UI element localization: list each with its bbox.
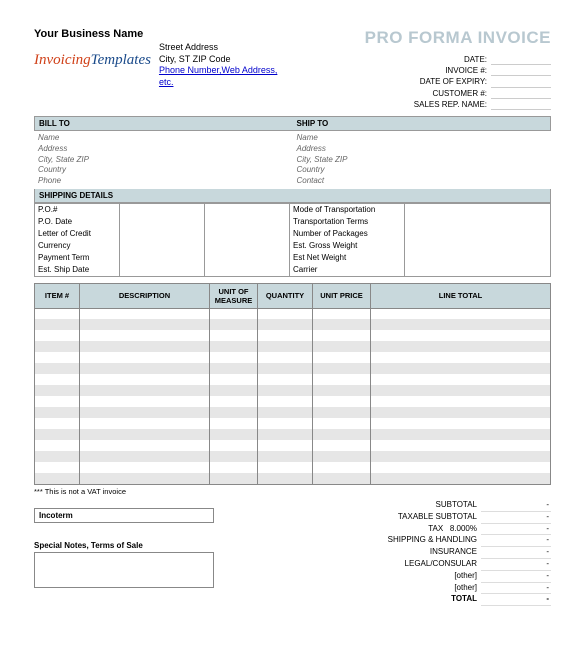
ship-to-name: Name (297, 133, 548, 144)
ship-to-country: Country (297, 165, 548, 176)
ship-po: P.O.# (35, 204, 119, 216)
ship-mode: Mode of Transportation (290, 204, 404, 216)
col-total: LINE TOTAL (371, 283, 551, 308)
header-right: PRO FORMA INVOICE DATE: INVOICE #: DATE … (293, 28, 552, 110)
meta-expiry: DATE OF EXPIRY: (293, 76, 552, 87)
business-name: Your Business Name (34, 28, 293, 40)
items-table: ITEM # DESCRIPTION UNIT OF MEASURE QUANT… (34, 283, 551, 485)
table-row (35, 407, 551, 418)
col-qty: QUANTITY (258, 283, 313, 308)
table-row (35, 319, 551, 330)
table-row (35, 352, 551, 363)
items-header-row: ITEM # DESCRIPTION UNIT OF MEASURE QUANT… (35, 283, 551, 308)
totals-insurance: INSURANCE- (311, 547, 551, 559)
ship-to-block: Name Address City, State ZIP Country Con… (293, 131, 552, 189)
meta-invoice-no: INVOICE #: (293, 65, 552, 76)
bill-to-city: City, State ZIP (38, 155, 289, 166)
contact-link[interactable]: Phone Number,Web Address, etc. (159, 65, 293, 88)
bill-to-heading: BILL TO (34, 116, 293, 131)
totals-other2: [other]- (311, 583, 551, 595)
ship-po-date: P.O. Date (35, 216, 119, 228)
table-row (35, 440, 551, 451)
totals-subtotal: SUBTOTAL- (311, 500, 551, 512)
ship-col-values-3 (405, 204, 550, 276)
table-row (35, 385, 551, 396)
ship-to-heading: SHIP TO (293, 116, 552, 131)
ship-terms: Transportation Terms (290, 216, 404, 228)
totals-block: SUBTOTAL- TAXABLE SUBTOTAL- TAX 8.000%- … (311, 500, 551, 606)
bill-to-country: Country (38, 165, 289, 176)
header-left: Your Business Name InvoicingTemplates St… (34, 28, 293, 110)
bill-to-address: Address (38, 144, 289, 155)
totals-other1: [other]- (311, 571, 551, 583)
ship-gross: Est. Gross Weight (290, 240, 404, 252)
totals-taxable: TAXABLE SUBTOTAL- (311, 512, 551, 524)
meta-sales-rep: SALES REP. NAME: (293, 99, 552, 110)
footer-left: Incoterm Special Notes, Terms of Sale (34, 500, 311, 606)
bill-to-col: BILL TO Name Address City, State ZIP Cou… (34, 116, 293, 189)
table-row (35, 363, 551, 374)
ship-col-values-2 (205, 204, 290, 276)
table-row (35, 462, 551, 473)
ship-to-col: SHIP TO Name Address City, State ZIP Cou… (293, 116, 552, 189)
ship-to-city: City, State ZIP (297, 155, 548, 166)
incoterm-box: Incoterm (34, 508, 214, 523)
meta-customer-no: CUSTOMER #: (293, 88, 552, 99)
table-row (35, 418, 551, 429)
ship-net: Est Net Weight (290, 252, 404, 264)
header: Your Business Name InvoicingTemplates St… (34, 28, 551, 110)
ship-payterm: Payment Term (35, 252, 119, 264)
table-row (35, 374, 551, 385)
ship-est-ship: Est. Ship Date (35, 264, 119, 276)
shipping-grid: P.O.# P.O. Date Letter of Credit Currenc… (34, 203, 551, 277)
totals-total: TOTAL- (311, 594, 551, 606)
bill-to-block: Name Address City, State ZIP Country Pho… (34, 131, 293, 189)
col-uom: UNIT OF MEASURE (210, 283, 258, 308)
ship-packages: Number of Packages (290, 228, 404, 240)
table-row (35, 341, 551, 352)
col-item: ITEM # (35, 283, 80, 308)
logo-part2: Templates (91, 52, 151, 68)
vat-note: *** This is not a VAT invoice (34, 487, 551, 496)
address-section: BILL TO Name Address City, State ZIP Cou… (34, 116, 551, 189)
logo-part1: Invoicing (34, 52, 91, 68)
table-row (35, 429, 551, 440)
ship-loc: Letter of Credit (35, 228, 119, 240)
notes-label: Special Notes, Terms of Sale (34, 541, 311, 550)
notes-box (34, 552, 214, 588)
table-row (35, 473, 551, 484)
totals-tax: TAX 8.000%- (311, 524, 551, 536)
city-line: City, ST ZIP Code (159, 54, 293, 66)
table-row (35, 451, 551, 462)
ship-to-address: Address (297, 144, 548, 155)
logo: InvoicingTemplates (34, 52, 151, 89)
ship-currency: Currency (35, 240, 119, 252)
col-price: UNIT PRICE (313, 283, 371, 308)
footer: Incoterm Special Notes, Terms of Sale SU… (34, 500, 551, 606)
ship-to-contact: Contact (297, 176, 548, 187)
table-row (35, 308, 551, 319)
invoice-title: PRO FORMA INVOICE (293, 28, 552, 48)
meta-date: DATE: (293, 54, 552, 65)
table-row (35, 330, 551, 341)
totals-legal: LEGAL/CONSULAR- (311, 559, 551, 571)
ship-col-labels-right: Mode of Transportation Transportation Te… (290, 204, 405, 276)
table-row (35, 396, 551, 407)
ship-col-labels-left: P.O.# P.O. Date Letter of Credit Currenc… (35, 204, 120, 276)
street-address: Street Address (159, 42, 293, 54)
bill-to-phone: Phone (38, 176, 289, 187)
bill-to-name: Name (38, 133, 289, 144)
ship-carrier: Carrier (290, 264, 404, 276)
totals-shipping: SHIPPING & HANDLING- (311, 535, 551, 547)
shipping-heading: SHIPPING DETAILS (34, 189, 551, 203)
col-desc: DESCRIPTION (80, 283, 210, 308)
ship-col-values-1 (120, 204, 205, 276)
